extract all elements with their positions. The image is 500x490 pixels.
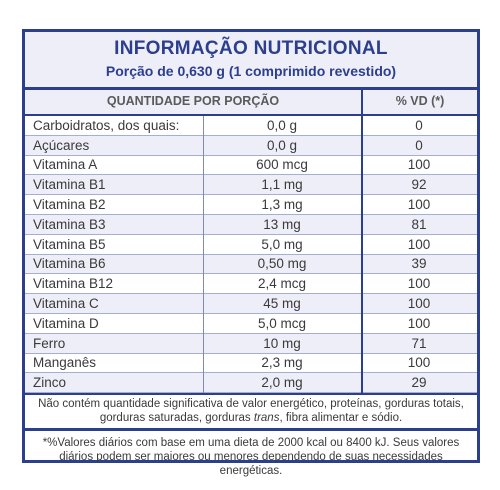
table-row: Vitamina B6 0,50 mg 39 [25, 254, 477, 275]
table-row: Vitamina B3 13 mg 81 [25, 214, 477, 235]
nutrient-amount: 0,0 g [203, 135, 361, 156]
quantity-column-header: QUANTIDADE POR PORÇÃO [106, 94, 280, 108]
nutrient-amount: 600 mcg [203, 155, 361, 176]
nutrient-name: Ferro [25, 333, 203, 354]
amount-divider [203, 116, 204, 394]
nutrient-amount: 0,50 mg [203, 254, 361, 275]
nutrient-table-wrapper: Carboidratos, dos quais: 0,0 g 0 Açúcares 0,… [25, 116, 477, 394]
nutrient-name: Vitamina B1 [25, 174, 203, 196]
nutrient-vd: 100 [361, 273, 477, 295]
table-row: Vitamina D 5,0 mcg 100 [25, 313, 477, 334]
nutrient-vd: 100 [361, 234, 477, 255]
nutrient-vd: 0 [361, 135, 477, 156]
table-row: Manganês 2,3 mg 100 [25, 353, 477, 374]
nutrient-table: Carboidratos, dos quais: 0,0 g 0 Açúcares 0,… [25, 116, 477, 394]
nutrient-name: Vitamina B5 [25, 234, 203, 255]
nutrient-amount: 2,4 mcg [203, 273, 361, 295]
table-row: Ferro 10 mg 71 [25, 333, 477, 354]
nutrient-vd: 29 [361, 372, 477, 394]
nutrient-vd: 81 [361, 214, 477, 235]
note-text-before: Não contém quantidade significativa de v… [38, 398, 464, 424]
nutrient-amount: 1,3 mg [203, 194, 361, 215]
nutrient-name: Vitamina A [25, 155, 203, 176]
nutrient-name: Carboidratos, dos quais: [25, 116, 203, 136]
note-text-italic: trans [253, 411, 280, 424]
table-row: Vitamina B1 1,1 mg 92 [25, 174, 477, 196]
nutrient-vd: 100 [361, 155, 477, 176]
table-row: Vitamina A 600 mcg 100 [25, 155, 477, 176]
nutrient-amount: 2,0 mg [203, 372, 361, 394]
nutrient-amount: 0,0 g [203, 116, 361, 136]
nutrient-vd: 100 [361, 353, 477, 374]
column-divider [361, 90, 363, 114]
panel-header: INFORMAÇÃO NUTRICIONAL Porção de 0,630 g… [25, 32, 477, 90]
nutrient-vd: 71 [361, 333, 477, 354]
nutrient-name: Vitamina C [25, 293, 203, 314]
nutrient-name: Vitamina D [25, 313, 203, 334]
nutrition-facts-panel: INFORMAÇÃO NUTRICIONAL Porção de 0,630 g… [22, 29, 480, 477]
nutrient-name: Vitamina B6 [25, 254, 203, 275]
vd-divider [361, 116, 363, 394]
nutrient-amount: 2,3 mg [203, 353, 361, 374]
daily-value-note: *%Valores diários com base em uma dieta … [25, 428, 477, 483]
table-row: Vitamina C 45 mg 100 [25, 293, 477, 314]
nutrient-amount: 1,1 mg [203, 174, 361, 196]
nutrient-vd: 100 [361, 194, 477, 215]
nutrient-name: Vitamina B2 [25, 194, 203, 215]
nutrient-amount: 13 mg [203, 214, 361, 235]
note-text-after: , fibra alimentar e sódio. [279, 411, 403, 424]
portion-size: Porção de 0,630 g (1 comprimido revestid… [105, 63, 397, 79]
nutrient-amount: 5,0 mcg [203, 313, 361, 334]
nutrient-name: Vitamina B3 [25, 214, 203, 235]
table-row: Zinco 2,0 mg 29 [25, 372, 477, 394]
vd-column-header: % VD (*) [395, 94, 445, 108]
insignificant-note: Não contém quantidade significativa de v… [25, 393, 477, 428]
nutrient-vd: 39 [361, 254, 477, 275]
nutrient-vd: 100 [361, 293, 477, 314]
column-headers: QUANTIDADE POR PORÇÃO % VD (*) [25, 90, 477, 116]
panel-title: INFORMAÇÃO NUTRICIONAL [114, 38, 388, 59]
table-row: Vitamina B12 2,4 mcg 100 [25, 273, 477, 295]
table-row: Vitamina B5 5,0 mg 100 [25, 234, 477, 255]
nutrient-amount: 10 mg [203, 333, 361, 354]
nutrient-vd: 100 [361, 313, 477, 334]
nutrient-name: Zinco [25, 372, 203, 394]
nutrient-name: Vitamina B12 [25, 273, 203, 295]
nutrient-name: Manganês [25, 353, 203, 374]
nutrient-amount: 45 mg [203, 293, 361, 314]
nutrient-amount: 5,0 mg [203, 234, 361, 255]
nutrient-vd: 0 [361, 116, 477, 136]
nutrient-name: Açúcares [25, 135, 203, 156]
nutrient-vd: 92 [361, 174, 477, 196]
table-row: Vitamina B2 1,3 mg 100 [25, 194, 477, 215]
